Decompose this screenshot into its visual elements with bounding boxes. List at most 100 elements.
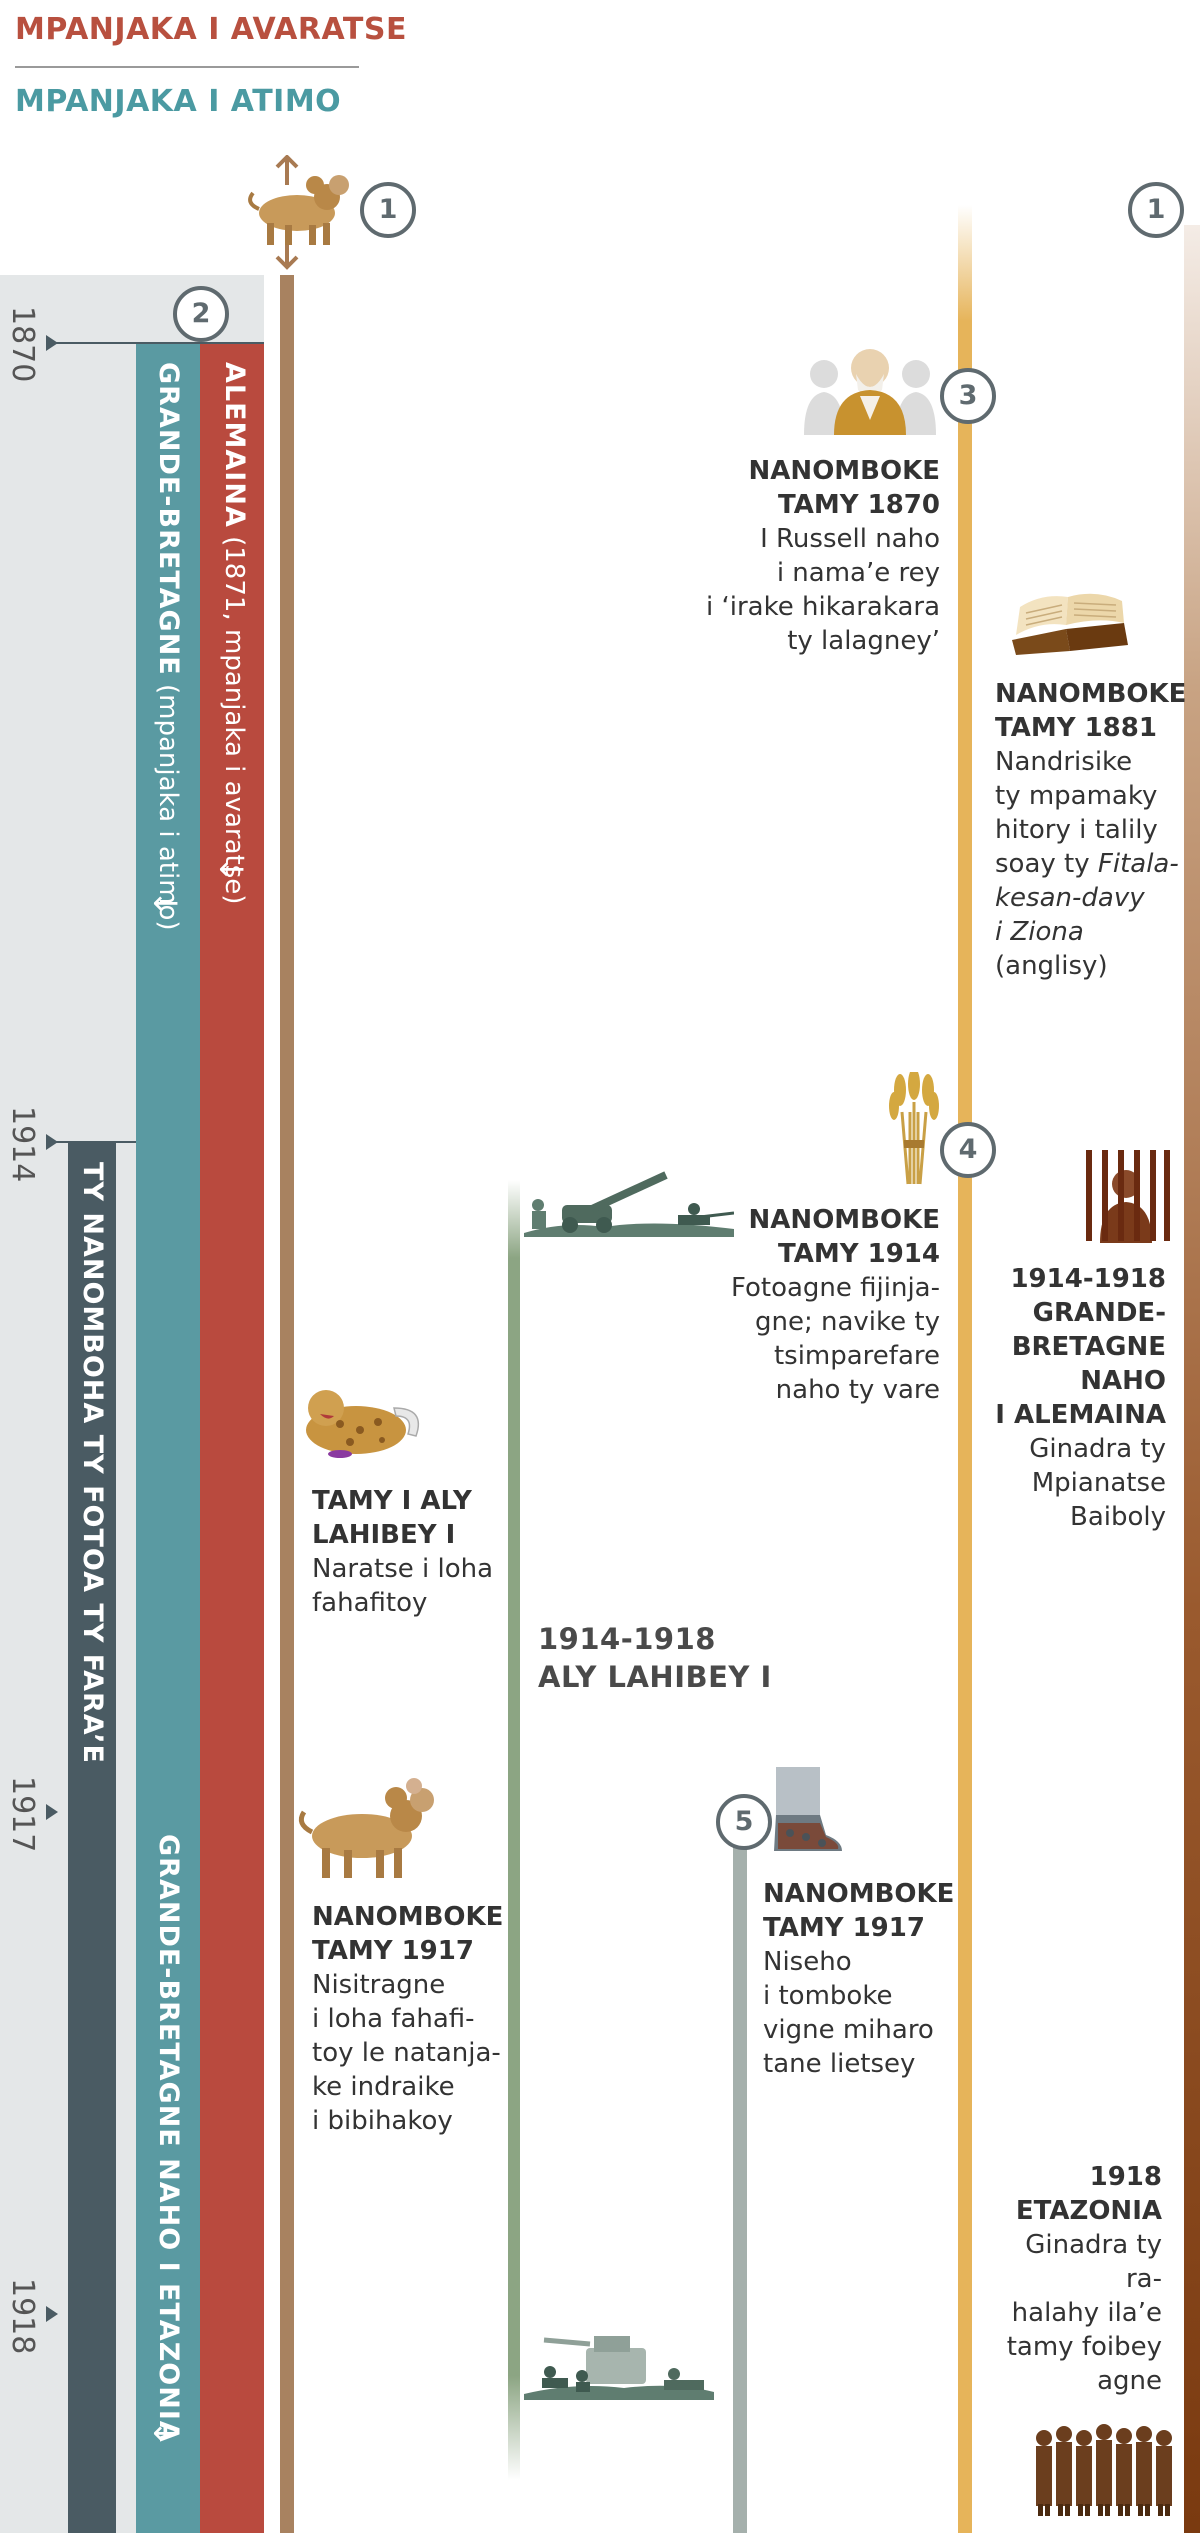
ww1-period-title-1: 1914-1918 bbox=[538, 1622, 716, 1656]
line-1870 bbox=[48, 342, 264, 344]
soldiers-icon bbox=[524, 1171, 734, 1237]
event-1881: NANOMBOKE TAMY 1881 Nandrisike ty mpamak… bbox=[995, 677, 1187, 983]
gb-arrow: ↓ bbox=[146, 890, 184, 917]
marker-1914 bbox=[46, 1134, 58, 1150]
event-1881-italic-3-text: i Ziona bbox=[995, 917, 1084, 947]
soldiers-bottom-icon bbox=[524, 2336, 714, 2400]
bible-icon bbox=[1012, 593, 1128, 655]
legend-king-south: MPANJAKA I AVARATSE bbox=[15, 12, 407, 47]
event-1881-italic-1: Fitala- bbox=[1097, 849, 1179, 879]
last-days-bar bbox=[68, 1142, 116, 2533]
event-1914-title-1: NANOMBOKE bbox=[748, 1205, 940, 1235]
event-1881-title-2: TAMY 1881 bbox=[995, 713, 1157, 743]
event-1917-feet-text-4: tane lietsey bbox=[763, 2049, 916, 2079]
marker-circle-3: 3 bbox=[940, 368, 996, 424]
marker-circle-1-right: 1 bbox=[1128, 182, 1184, 238]
legend-king-north: MPANJAKA I ATIMO bbox=[15, 84, 342, 119]
event-1917-beast-text-1: Nisitragne bbox=[312, 1970, 446, 2000]
event-1914-text-2: gne; navike ty bbox=[755, 1307, 940, 1337]
event-1917-beast-title-1: NANOMBOKE bbox=[312, 1902, 504, 1932]
event-gb-title-3: BRETAGNE bbox=[1011, 1332, 1166, 1362]
line-1914 bbox=[48, 1141, 136, 1143]
ww1-period-title: 1914-1918 ALY LAHIBEY I bbox=[538, 1620, 772, 1696]
event-1881-text-1: Nandrisike bbox=[995, 747, 1133, 777]
event-1881-text-2: ty mpamaky bbox=[995, 781, 1158, 811]
year-1914: 1914 bbox=[5, 1106, 40, 1183]
great-britain-bar bbox=[136, 343, 200, 2533]
germany-label-bold: ALEMAINA bbox=[219, 362, 250, 528]
event-1918-text-2: halahy ila’e bbox=[1011, 2298, 1162, 2328]
year-1870: 1870 bbox=[5, 306, 40, 383]
germany-arrow: ↓ bbox=[212, 856, 250, 883]
event-1914-title-2: TAMY 1914 bbox=[778, 1239, 940, 1269]
event-1870-title-2: TAMY 1870 bbox=[778, 490, 940, 520]
last-days-label: TY NANOMBOHA TY FOTOA TY FARA’E bbox=[77, 1162, 108, 1764]
event-1918-text-3: tamy foibey bbox=[1006, 2332, 1162, 2362]
event-ww1-title-1: TAMY I ALY bbox=[312, 1486, 472, 1516]
event-1917-feet: NANOMBOKE TAMY 1917 Niseho i tomboke vig… bbox=[763, 1877, 954, 2081]
marker-1870 bbox=[46, 335, 58, 351]
event-1918-title-1: 1918 bbox=[1089, 2162, 1162, 2192]
year-1917: 1917 bbox=[5, 1776, 40, 1853]
event-1917-beast-text-4: ke indraike bbox=[312, 2072, 455, 2102]
event-1917-feet-text-2: i tomboke bbox=[763, 1981, 893, 2011]
last-days-label-bold: TY NANOMBOHA TY FOTOA TY FARA’E bbox=[77, 1162, 108, 1764]
event-1917-feet-text-3: vigne miharo bbox=[763, 2015, 934, 2045]
feet-icon bbox=[774, 1767, 842, 1851]
gb-us-label: GRANDE-BRETAGNE NAHO I ETAZONIA bbox=[153, 1834, 184, 2443]
event-1914-text-1: Fotoagne fijinja- bbox=[730, 1273, 940, 1303]
event-ww1-text-2: fahafitoy bbox=[312, 1588, 428, 1618]
event-1881-text-4a: soay ty bbox=[995, 849, 1098, 879]
beast-icon bbox=[248, 155, 349, 270]
event-1918-text-4: agne bbox=[1097, 2366, 1162, 2396]
event-1914: NANOMBOKE TAMY 1914 Fotoagne fijinja- gn… bbox=[660, 1203, 940, 1407]
marker-1918 bbox=[46, 2306, 58, 2322]
germany-label-rest: (1871, mpanjaka i avaratse) bbox=[219, 527, 249, 905]
event-1917-beast-text-2: i loha fahafi- bbox=[312, 2004, 475, 2034]
prisoner-icon bbox=[1086, 1150, 1170, 1243]
legend-divider bbox=[15, 66, 359, 68]
beast-timeline-bar bbox=[280, 275, 294, 2533]
event-1914-text-3: tsimparefare bbox=[773, 1341, 940, 1371]
event-1914-text-4: naho ty vare bbox=[775, 1375, 940, 1405]
event-ww1-start: TAMY I ALY LAHIBEY I Naratse i loha faha… bbox=[312, 1484, 512, 1620]
event-1881-text-end: (anglisy) bbox=[995, 951, 1108, 981]
event-1917-feet-title-2: TAMY 1917 bbox=[763, 1913, 925, 1943]
event-ww1-title-2: LAHIBEY I bbox=[312, 1520, 456, 1550]
event-gb-title-5: I ALEMAINA bbox=[995, 1400, 1166, 1430]
gb-label-bold: GRANDE-BRETAGNE bbox=[153, 362, 184, 676]
gb-us-arrow: ↓ bbox=[146, 2420, 184, 2447]
event-1917-feet-text-1: Niseho bbox=[763, 1947, 852, 1977]
crowd-icon bbox=[1036, 2424, 1172, 2516]
marker-1917 bbox=[46, 1804, 58, 1820]
wounded-beast-icon bbox=[306, 1390, 420, 1458]
germany-bar bbox=[200, 343, 264, 2533]
event-1881-text-3: hitory i talily bbox=[995, 815, 1158, 845]
wheat-icon bbox=[889, 1072, 939, 1185]
marker-circle-1: 1 bbox=[360, 182, 416, 238]
event-1881-title-1: NANOMBOKE bbox=[995, 679, 1187, 709]
event-1881-italic-2-text: kesan-davy bbox=[995, 883, 1145, 913]
event-gb-text-2: Mpianatse bbox=[1031, 1468, 1166, 1498]
event-1881-italic-3: i Ziona bbox=[995, 915, 1185, 949]
marker-circle-2: 2 bbox=[173, 286, 229, 342]
year-1918: 1918 bbox=[5, 2278, 40, 2355]
feet-timeline-bar bbox=[733, 1840, 747, 2533]
event-1870-text-4: ty lalagney’ bbox=[787, 626, 940, 656]
event-1914-1918-gb: 1914-1918 GRANDE- BRETAGNE NAHO I ALEMAI… bbox=[990, 1262, 1166, 1534]
beast-1917-icon bbox=[298, 1778, 434, 1878]
event-1870-text-2: i nama’e rey bbox=[776, 558, 940, 588]
marker-circle-4: 4 bbox=[940, 1122, 996, 1178]
event-1918: 1918 ETAZONIA Ginadra ty ra- halahy ila’… bbox=[990, 2160, 1162, 2398]
event-1870-text-1: I Russell naho bbox=[760, 524, 940, 554]
event-gb-text-3: Baiboly bbox=[1069, 1502, 1166, 1532]
event-1918-text-1: Ginadra ty ra- bbox=[1025, 2230, 1162, 2294]
right-timeline-bar bbox=[1184, 225, 1200, 2533]
event-1881-text-4: soay ty Fitala- bbox=[995, 847, 1185, 881]
ww1-period-title-2: ALY LAHIBEY I bbox=[538, 1660, 772, 1694]
gb-us-label-bold: GRANDE-BRETAGNE NAHO I ETAZONIA bbox=[153, 1834, 184, 2443]
event-ww1-text-1: Naratse i loha bbox=[312, 1554, 494, 1584]
event-1881-italic-2: kesan-davy bbox=[995, 881, 1185, 915]
germany-label: ALEMAINA (1871, mpanjaka i avaratse) bbox=[219, 362, 250, 904]
event-1870-title-1: NANOMBOKE bbox=[748, 456, 940, 486]
